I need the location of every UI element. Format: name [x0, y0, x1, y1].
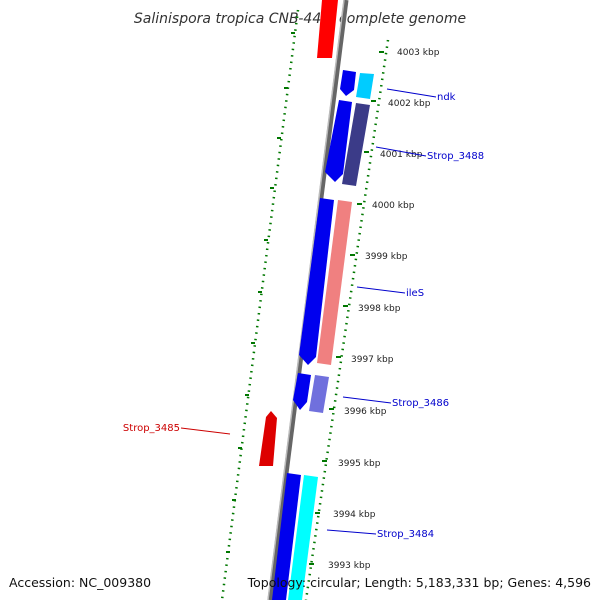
- gene-label-strop-3488: Strop_3488: [427, 151, 484, 162]
- plus-gene-strop-3485: [259, 411, 277, 466]
- minus-gene-strop-3484: [272, 473, 301, 600]
- gene-labels: ndk Strop_3488 ileS Strop_3486 Strop_348…: [123, 92, 484, 540]
- leader-strop-3486: [342, 396, 392, 404]
- kbp-label: 3994 kbp: [333, 510, 376, 520]
- gene-label-strop-3486: Strop_3486: [392, 398, 449, 409]
- track-ndk: [356, 73, 374, 99]
- gene-label-strop-3485: Strop_3485: [123, 423, 180, 434]
- outer-ring-major-ticks: [309, 51, 384, 565]
- leader-ndk: [386, 88, 437, 98]
- gene-label-iles: ileS: [406, 288, 424, 299]
- leader-strop-3488: [375, 146, 427, 157]
- plus-gene-top: [317, 0, 338, 58]
- accession-text: Accession: NC_009380: [9, 575, 151, 590]
- kbp-label: 4000 kbp: [372, 201, 415, 211]
- minus-gene-strop-3488: [325, 100, 352, 182]
- kbp-label: 3999 kbp: [365, 252, 408, 262]
- kbp-label: 3995 kbp: [338, 459, 381, 469]
- kbp-labels: 4003 kbp 4002 kbp 4001 kbp 4000 kbp 3999…: [328, 48, 440, 571]
- kbp-label: 4001 kbp: [380, 150, 423, 160]
- gene-label-leaders: [180, 88, 437, 535]
- kbp-label: 3993 kbp: [328, 561, 371, 571]
- minus-gene-ndk: [340, 70, 356, 96]
- minus-strand-features: [272, 70, 356, 600]
- feature-type-track: [288, 73, 374, 600]
- track-strop-3486: [309, 375, 329, 413]
- minus-gene-strop-3486: [293, 373, 311, 410]
- leader-strop-3485: [180, 427, 231, 435]
- map-title: Salinispora tropica CNB-440, complete ge…: [134, 11, 466, 27]
- minus-gene-iles: [299, 198, 334, 365]
- inner-ring-major-ticks: [226, 32, 295, 553]
- gene-label-strop-3484: Strop_3484: [377, 529, 434, 540]
- plus-strand-features: [259, 0, 338, 466]
- kbp-label: 3997 kbp: [351, 355, 394, 365]
- leader-iles: [356, 286, 406, 294]
- track-strop-3484: [288, 475, 318, 600]
- kbp-label: 3998 kbp: [358, 304, 401, 314]
- kbp-label: 4003 kbp: [397, 48, 440, 58]
- gene-label-ndk: ndk: [437, 92, 456, 103]
- track-strop-3488: [342, 103, 370, 186]
- leader-strop-3484: [326, 529, 377, 535]
- topology-text: Topology: circular; Length: 5,183,331 bp…: [247, 575, 591, 590]
- kbp-label: 4002 kbp: [388, 99, 431, 109]
- track-iles: [317, 200, 352, 365]
- kbp-label: 3996 kbp: [344, 407, 387, 417]
